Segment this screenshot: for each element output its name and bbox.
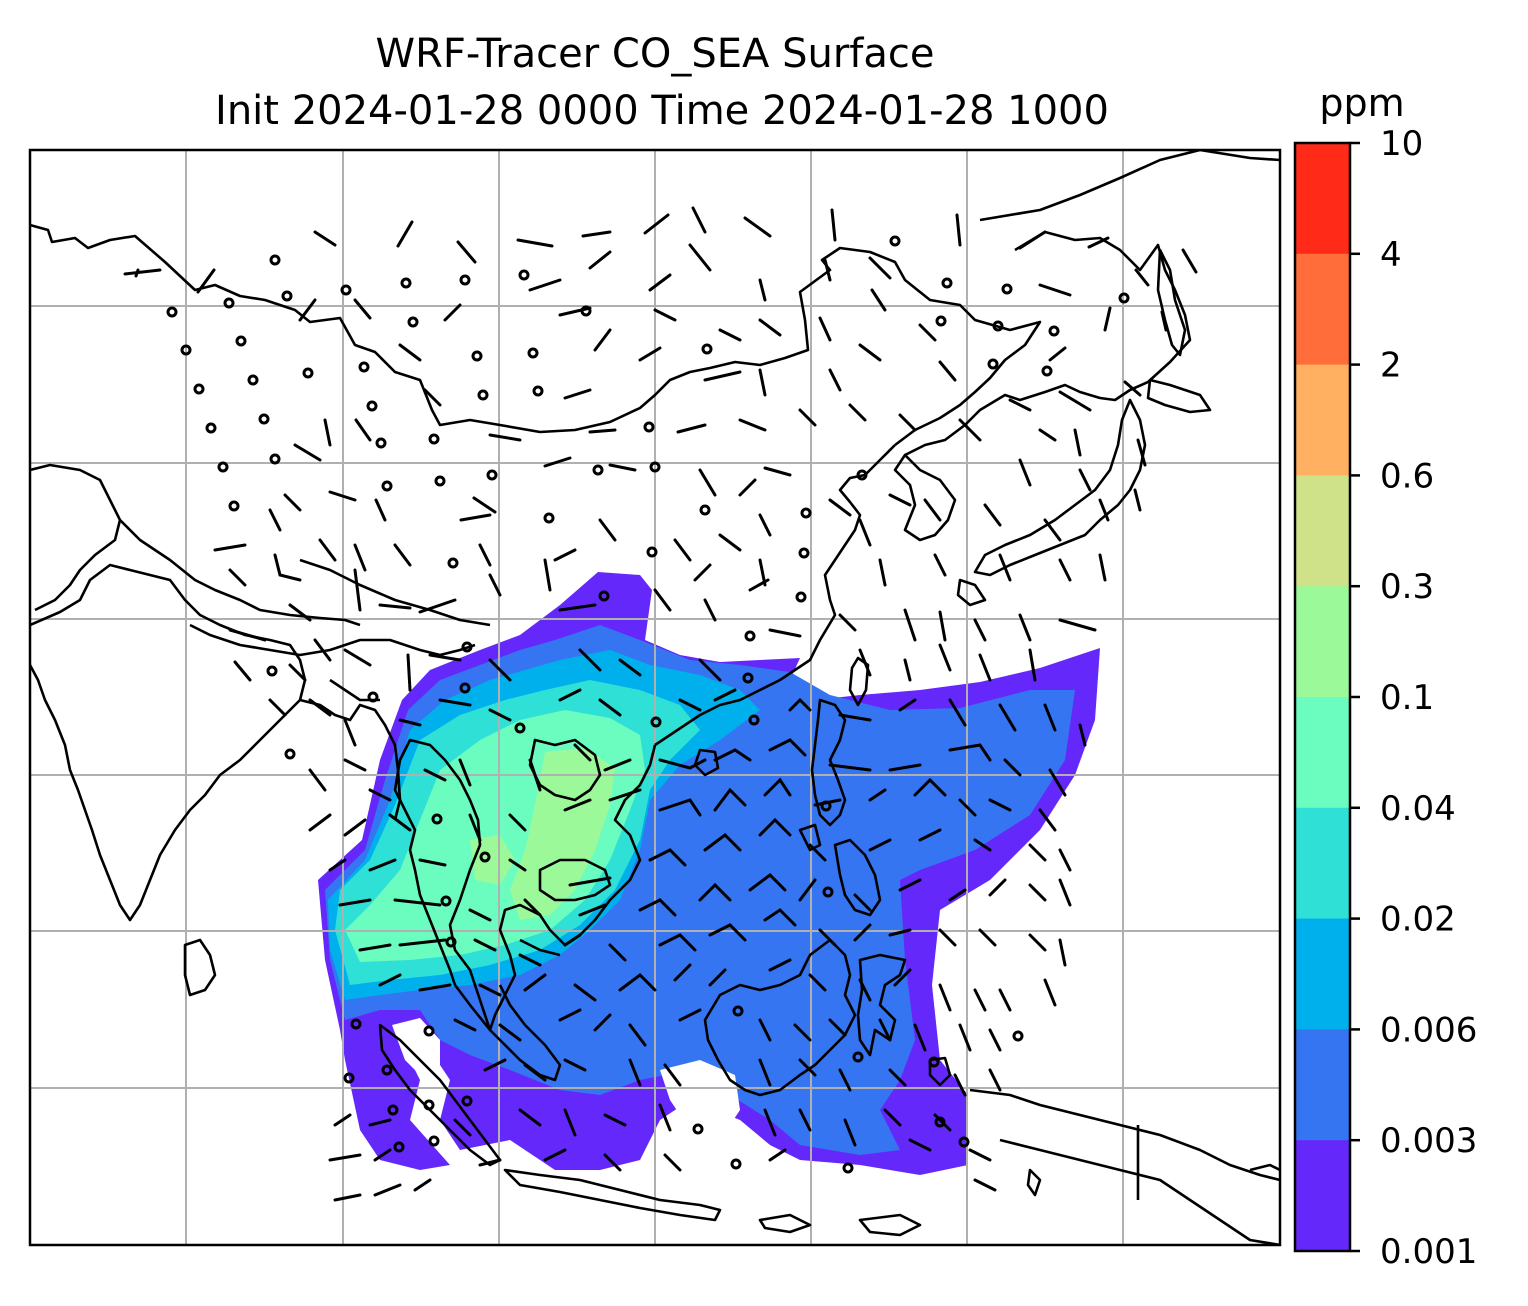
colorbar-tick-label: 4 xyxy=(1380,235,1402,275)
map-frame xyxy=(28,148,1282,1247)
colorbar-tick-label: 0.001 xyxy=(1380,1232,1477,1272)
map-title-line1: WRF-Tracer CO_SEA Surface xyxy=(376,31,935,77)
colorbar-tick-label: 0.003 xyxy=(1380,1121,1477,1161)
colorbar-band xyxy=(1295,143,1350,255)
colorbar-tick-label: 0.006 xyxy=(1380,1010,1477,1050)
colorbar-band xyxy=(1295,253,1350,366)
colorbar-band xyxy=(1295,1029,1350,1141)
colorbar-units-label: ppm xyxy=(1319,81,1404,125)
colorbar-band xyxy=(1295,1140,1350,1252)
gridlines xyxy=(30,150,1280,1245)
colorbar-tick-label: 2 xyxy=(1380,346,1402,386)
colorbar-band xyxy=(1295,475,1350,587)
colorbar-ticks: 10 4 2 0.6 0.3 0.1 0.04 0.02 0.006 0.003 0.001 xyxy=(1350,124,1477,1272)
colorbar: ppm 10 4 2 0.6 0.3 0.1 0.04 0.02 0.006 0.003 0.001 xyxy=(1293,81,1477,1272)
colorbar-bands xyxy=(1295,143,1350,1252)
coastlines xyxy=(30,150,1280,1245)
colorbar-tick-label: 0.02 xyxy=(1380,900,1456,940)
map-title-line2: Init 2024-01-28 0000 Time 2024-01-28 100… xyxy=(215,88,1109,134)
colorbar-band xyxy=(1295,364,1350,476)
colorbar-tick-label: 10 xyxy=(1380,124,1423,164)
colorbar-tick-label: 0.04 xyxy=(1380,789,1456,829)
colorbar-band xyxy=(1295,586,1350,698)
wind-barbs xyxy=(123,206,1198,1202)
colorbar-band xyxy=(1295,697,1350,809)
map-panel xyxy=(28,148,1282,1247)
colorbar-tick-label: 0.1 xyxy=(1380,678,1434,718)
colorbar-band xyxy=(1295,918,1350,1030)
band-0.1-0.3-patch xyxy=(470,835,515,885)
no-data-patch xyxy=(660,1060,740,1140)
colorbar-tick-label: 0.3 xyxy=(1380,567,1434,607)
colorbar-band xyxy=(1295,807,1350,920)
colorbar-tick-label: 0.6 xyxy=(1380,456,1434,496)
